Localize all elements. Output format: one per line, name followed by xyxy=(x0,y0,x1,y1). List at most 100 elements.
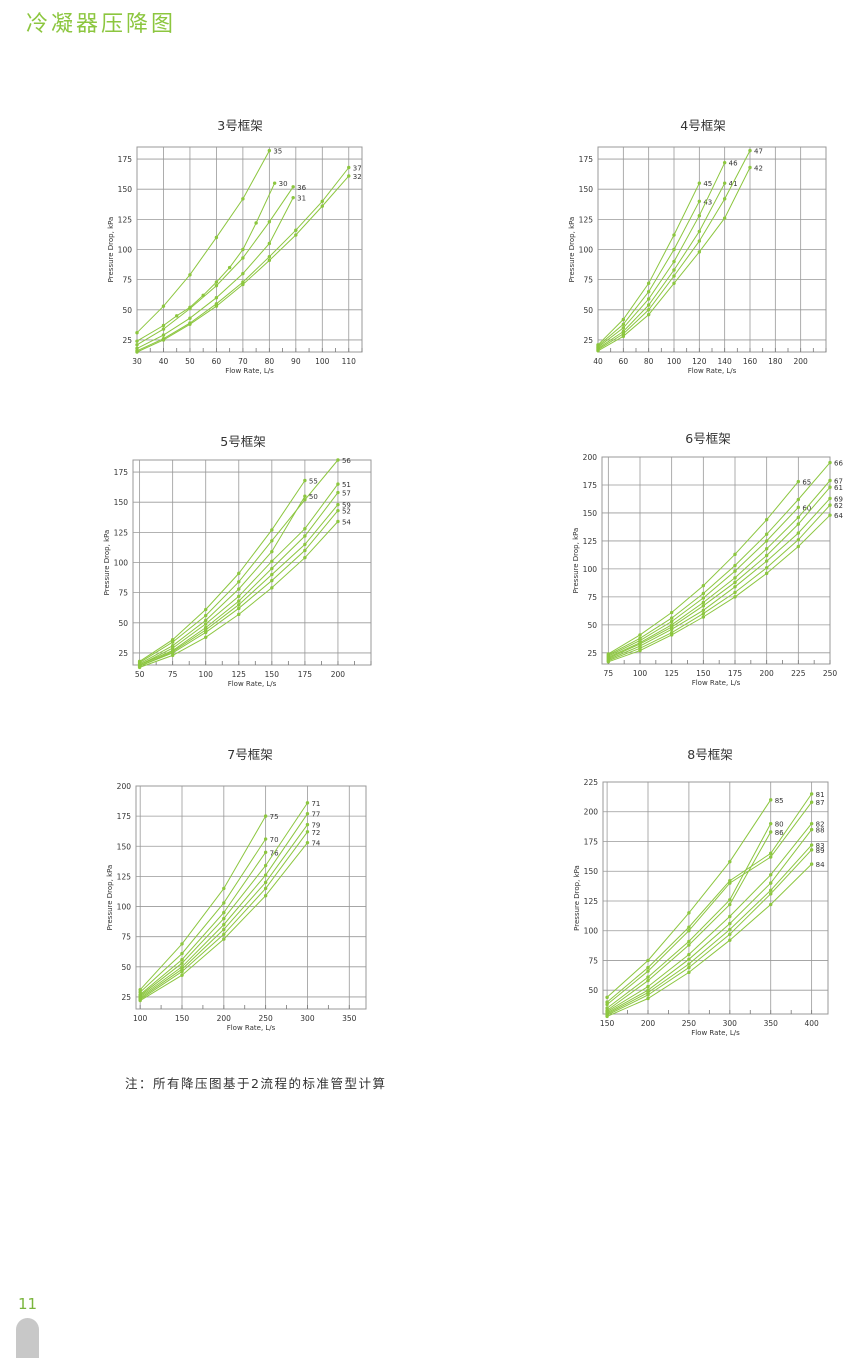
data-point xyxy=(748,165,752,170)
data-point xyxy=(697,199,702,203)
data-point xyxy=(769,902,773,907)
series-label: 80 xyxy=(775,821,784,829)
data-point xyxy=(646,984,650,989)
series-label: 83 xyxy=(816,842,825,850)
data-point xyxy=(687,925,691,929)
y-axis-label: Pressure Drop, kPa xyxy=(573,865,581,931)
data-point xyxy=(270,578,274,583)
series-label: 60 xyxy=(802,504,811,512)
x-tick-label: 140 xyxy=(718,357,733,366)
data-point xyxy=(809,848,814,852)
series-label: 46 xyxy=(729,160,738,168)
series-label: 43 xyxy=(703,198,712,206)
data-point xyxy=(270,559,274,563)
data-point xyxy=(697,214,702,218)
x-tick-label: 100 xyxy=(667,357,682,366)
data-point xyxy=(646,312,651,317)
y-tick-label: 150 xyxy=(583,509,598,518)
data-point xyxy=(701,583,706,588)
y-tick-label: 175 xyxy=(117,812,132,821)
data-point xyxy=(764,532,769,536)
data-point xyxy=(809,821,814,826)
data-point xyxy=(828,460,832,465)
series-label: 72 xyxy=(311,829,320,837)
data-point xyxy=(303,548,307,553)
data-point xyxy=(828,478,832,483)
x-tick-label: 75 xyxy=(604,669,614,678)
data-point xyxy=(135,350,139,354)
data-point xyxy=(621,334,626,339)
data-point xyxy=(320,199,324,203)
data-point xyxy=(669,610,674,615)
data-point xyxy=(336,519,340,524)
data-point xyxy=(606,660,611,664)
series-label: 61 xyxy=(834,484,843,492)
data-point xyxy=(237,580,241,584)
data-point xyxy=(728,938,732,942)
series-label: 74 xyxy=(311,840,320,848)
series-label: 47 xyxy=(754,148,763,156)
x-tick-label: 200 xyxy=(217,1014,232,1023)
data-point xyxy=(267,258,272,263)
data-point xyxy=(728,902,732,907)
y-tick-label: 225 xyxy=(584,778,599,787)
data-point xyxy=(769,873,773,877)
series-line-75 xyxy=(139,815,267,991)
chart-frame-8: 8号框架 150 200 250 300 350 400 50 75 100 125 150 175 2… xyxy=(565,743,850,1038)
data-point xyxy=(596,349,600,353)
chart-title: 5号框架 xyxy=(220,434,266,449)
y-axis-label: Pressure Drop, kPa xyxy=(572,528,580,594)
data-point xyxy=(267,241,272,246)
data-point xyxy=(638,633,642,637)
y-tick-label: 100 xyxy=(114,559,129,568)
data-point xyxy=(270,566,274,571)
data-point xyxy=(267,148,272,153)
data-point xyxy=(733,563,737,568)
chart-frame-6: 6号框架 75 100 125 150 175 200 225 250 25 50 75 100 125… xyxy=(565,428,850,693)
x-axis-label: Flow Rate, L/s xyxy=(691,1029,740,1037)
series-label: 36 xyxy=(297,184,306,192)
chart-frame-4: 4号框架 40 60 80 100 120 140 160 180 200 25 50 75 100 12… xyxy=(560,115,850,385)
data-point xyxy=(621,332,626,336)
series-line-30 xyxy=(136,182,276,342)
series-line-89 xyxy=(606,849,812,1016)
data-point xyxy=(769,821,773,826)
y-tick-label: 100 xyxy=(583,565,598,574)
data-point xyxy=(728,860,732,864)
data-point xyxy=(180,967,184,971)
data-point xyxy=(701,600,706,605)
series-label: 84 xyxy=(816,861,825,869)
series-label: 77 xyxy=(311,811,320,819)
data-point xyxy=(270,539,274,543)
y-axis-label: Pressure Drop, kPa xyxy=(103,530,111,596)
series-label: 71 xyxy=(311,800,320,808)
data-point xyxy=(175,314,179,318)
data-point xyxy=(697,229,702,234)
data-point xyxy=(241,282,245,287)
x-tick-label: 150 xyxy=(696,669,711,678)
data-point xyxy=(764,559,769,563)
y-tick-label: 175 xyxy=(579,155,594,164)
data-point xyxy=(733,569,737,573)
data-point xyxy=(733,590,737,595)
x-tick-label: 110 xyxy=(342,357,357,366)
data-point xyxy=(687,965,691,970)
y-tick-label: 150 xyxy=(117,842,132,851)
data-point xyxy=(687,970,691,975)
x-tick-label: 225 xyxy=(791,669,806,678)
data-point xyxy=(270,572,274,577)
data-point xyxy=(263,893,268,898)
x-tick-label: 40 xyxy=(159,357,169,366)
x-tick-label: 400 xyxy=(804,1019,819,1028)
y-tick-label: 125 xyxy=(114,528,129,537)
data-point xyxy=(336,482,340,486)
chart-title: 8号框架 xyxy=(687,747,733,762)
x-axis-label: Flow Rate, L/s xyxy=(688,367,737,375)
data-point xyxy=(605,1014,609,1019)
y-tick-label: 125 xyxy=(579,215,594,224)
data-point xyxy=(204,618,208,623)
series-label: 64 xyxy=(834,512,843,520)
data-point xyxy=(138,988,142,992)
x-tick-label: 30 xyxy=(132,357,142,366)
series-label: 41 xyxy=(729,180,738,188)
